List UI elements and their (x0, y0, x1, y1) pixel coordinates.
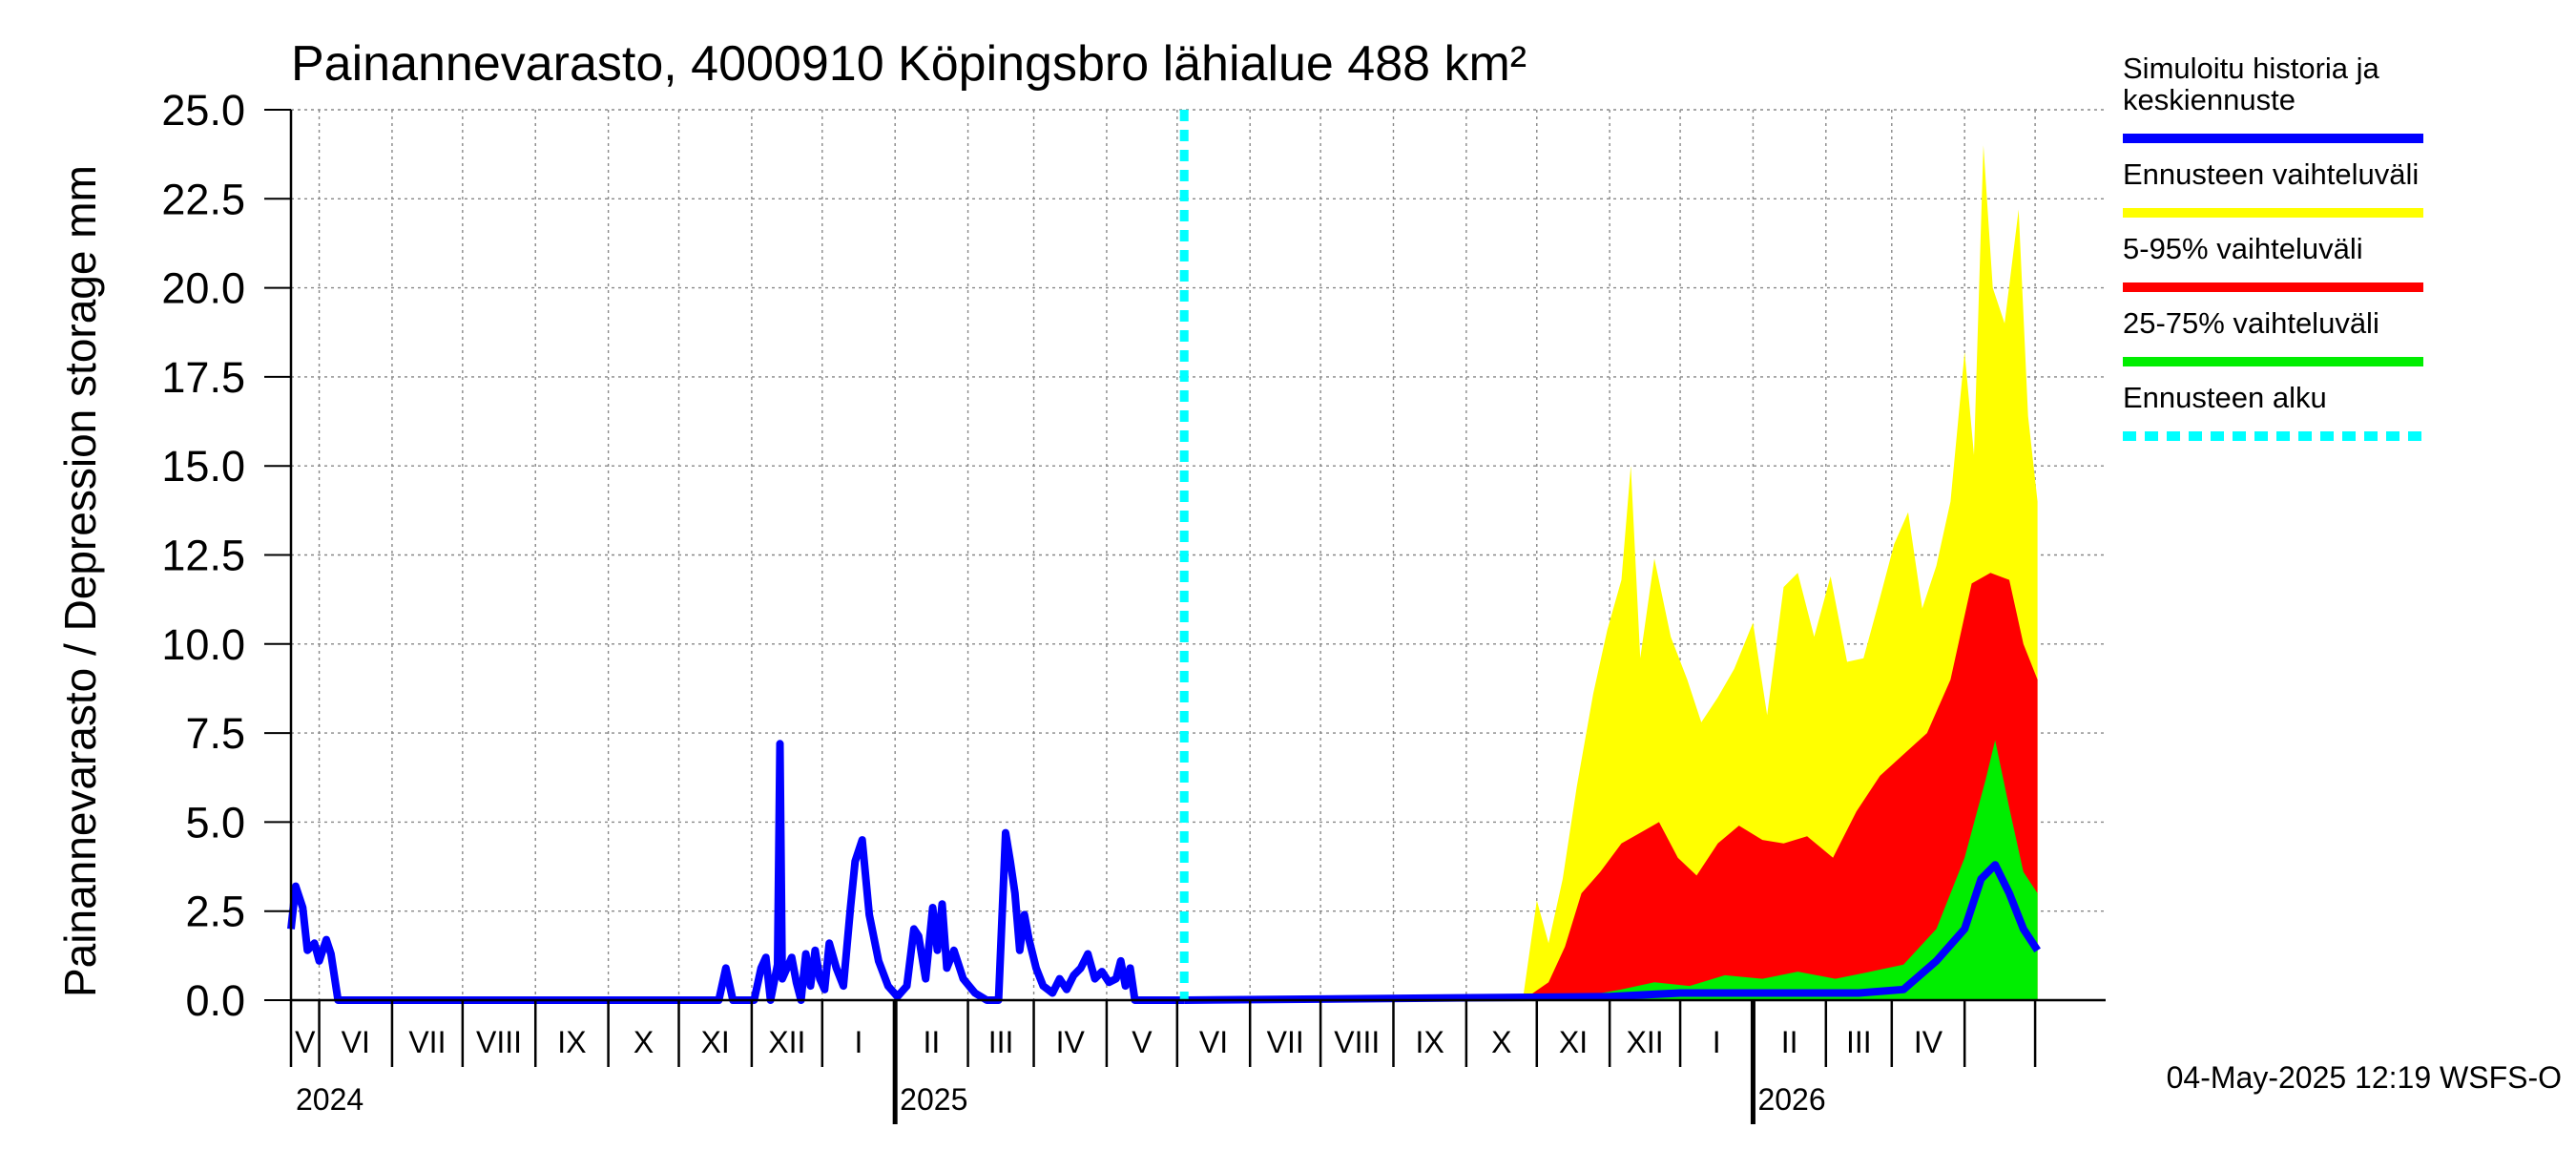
legend-label: 25-75% vaihteluväli (2123, 306, 2379, 340)
month-label: II (923, 1025, 940, 1059)
y-tick-label: 15.0 (161, 442, 245, 491)
month-label: VIII (476, 1025, 522, 1059)
year-label: 2026 (1757, 1082, 1825, 1117)
month-label: X (1491, 1025, 1511, 1059)
grid (291, 109, 2106, 1000)
year-label: 2024 (296, 1082, 364, 1117)
y-tick-label: 2.5 (185, 888, 245, 936)
y-tick-label: 25.0 (161, 86, 245, 135)
month-label: IX (1416, 1025, 1444, 1059)
legend-label: Simuloitu historia ja (2123, 52, 2380, 85)
y-tick-label: 10.0 (161, 620, 245, 669)
y-tick-label: 5.0 (185, 798, 245, 847)
month-label: VI (1199, 1025, 1228, 1059)
month-label: X (634, 1025, 654, 1059)
y-tick-label: 22.5 (161, 175, 245, 223)
month-label: IX (557, 1025, 586, 1059)
forecast-25-75-green (1523, 740, 2038, 1000)
legend-label: Ennusteen vaihteluväli (2123, 157, 2419, 191)
y-tick-label: 17.5 (161, 353, 245, 402)
y-tick-label: 7.5 (185, 709, 245, 758)
month-label: I (1713, 1025, 1721, 1059)
legend-label: keskiennuste (2123, 83, 2296, 116)
footer-timestamp: 04-May-2025 12:19 WSFS-O (2167, 1060, 2562, 1095)
month-label: III (988, 1025, 1014, 1059)
year-label: 2025 (900, 1082, 967, 1117)
month-label: V (295, 1025, 316, 1059)
y-tick-label: 12.5 (161, 532, 245, 580)
month-label: VII (1267, 1025, 1304, 1059)
month-label: II (1781, 1025, 1798, 1059)
month-label: IV (1056, 1025, 1086, 1059)
month-label: XI (701, 1025, 730, 1059)
chart-title: Painannevarasto, 4000910 Köpingsbro lähi… (291, 36, 1527, 92)
month-label: VIII (1334, 1025, 1380, 1059)
forecast-median-line (1184, 861, 2041, 1004)
month-label: XII (768, 1025, 805, 1059)
legend-label: Ennusteen alku (2123, 381, 2327, 414)
month-label: XII (1627, 1025, 1664, 1059)
month-label: VII (408, 1025, 446, 1059)
axes: 0.0 2.5 5.0 7.5 10.0 12.5 15.0 17.5 20.0 22.5 25.0… (161, 86, 2106, 1124)
y-axis-label: Painannevarasto / Depression storage mm (55, 165, 105, 997)
forecast-5-95-red (1523, 573, 2038, 1000)
y-tick-label: 0.0 (185, 976, 245, 1025)
month-label: III (1846, 1025, 1872, 1059)
month-label: XI (1559, 1025, 1588, 1059)
month-label: VI (342, 1025, 370, 1059)
legend-label: 5-95% vaihteluväli (2123, 232, 2363, 265)
month-label: V (1132, 1025, 1153, 1059)
history-line (287, 740, 1185, 1004)
month-label: I (855, 1025, 863, 1059)
y-tick-label: 20.0 (161, 264, 245, 313)
month-label: IV (1914, 1025, 1943, 1059)
